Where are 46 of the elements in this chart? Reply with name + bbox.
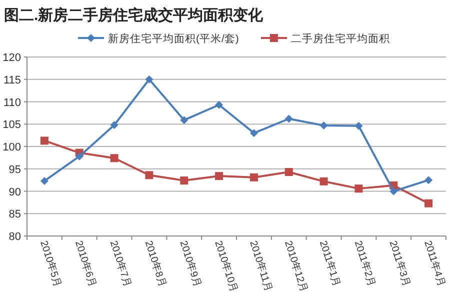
y-tick-label: 115 — [3, 74, 21, 86]
legend-label: 二手房住宅平均面积 — [290, 32, 390, 45]
point — [250, 173, 258, 182]
legend-label: 新房住宅平均面积(平米/套) — [108, 32, 239, 45]
point — [424, 176, 433, 184]
x-tick-label: 2010年6月 — [72, 239, 99, 288]
point — [390, 187, 398, 196]
x-tick-label: 2010年10月 — [212, 239, 240, 294]
x-tick-label: 2010年11月 — [247, 239, 275, 293]
point — [180, 176, 188, 185]
point — [424, 199, 433, 208]
point — [284, 114, 293, 123]
point — [250, 129, 258, 138]
x-tick-label: 2011年3月 — [386, 239, 413, 288]
point — [215, 100, 224, 109]
point — [215, 172, 224, 180]
y-tick-label: 95 — [8, 164, 21, 176]
x-tick-label: 2010年7月 — [107, 239, 134, 288]
point — [320, 121, 328, 130]
point — [180, 116, 188, 124]
x-tick-label: 2011年4月 — [422, 239, 448, 288]
y-tick-label: 90 — [8, 186, 21, 198]
point — [110, 154, 118, 162]
point — [145, 171, 154, 180]
point — [40, 136, 48, 145]
x-tick-label: 2010年8月 — [142, 239, 169, 288]
point — [284, 168, 293, 176]
x-tick-label: 2010年12月 — [282, 239, 310, 294]
y-tick-label: 100 — [2, 142, 21, 154]
point — [145, 75, 154, 84]
y-tick-label: 85 — [8, 208, 21, 221]
point — [75, 152, 84, 160]
point — [40, 176, 48, 185]
y-tick-label: 105 — [2, 119, 21, 132]
chart-title: 图二.新房二手房住宅成交平均面积变化 — [4, 6, 264, 24]
x-tick-label: 2011年2月 — [352, 239, 378, 288]
y-tick-label: 110 — [3, 96, 21, 109]
point — [354, 184, 363, 193]
x-tick-label: 2010年5月 — [38, 239, 64, 288]
y-tick-label: 120 — [2, 52, 21, 64]
x-tick-label: 2011年1月 — [316, 239, 343, 288]
point — [110, 121, 118, 130]
point — [354, 122, 363, 130]
y-tick-label: 80 — [8, 231, 21, 243]
point — [320, 177, 328, 186]
x-tick-label: 2010年9月 — [177, 239, 204, 288]
